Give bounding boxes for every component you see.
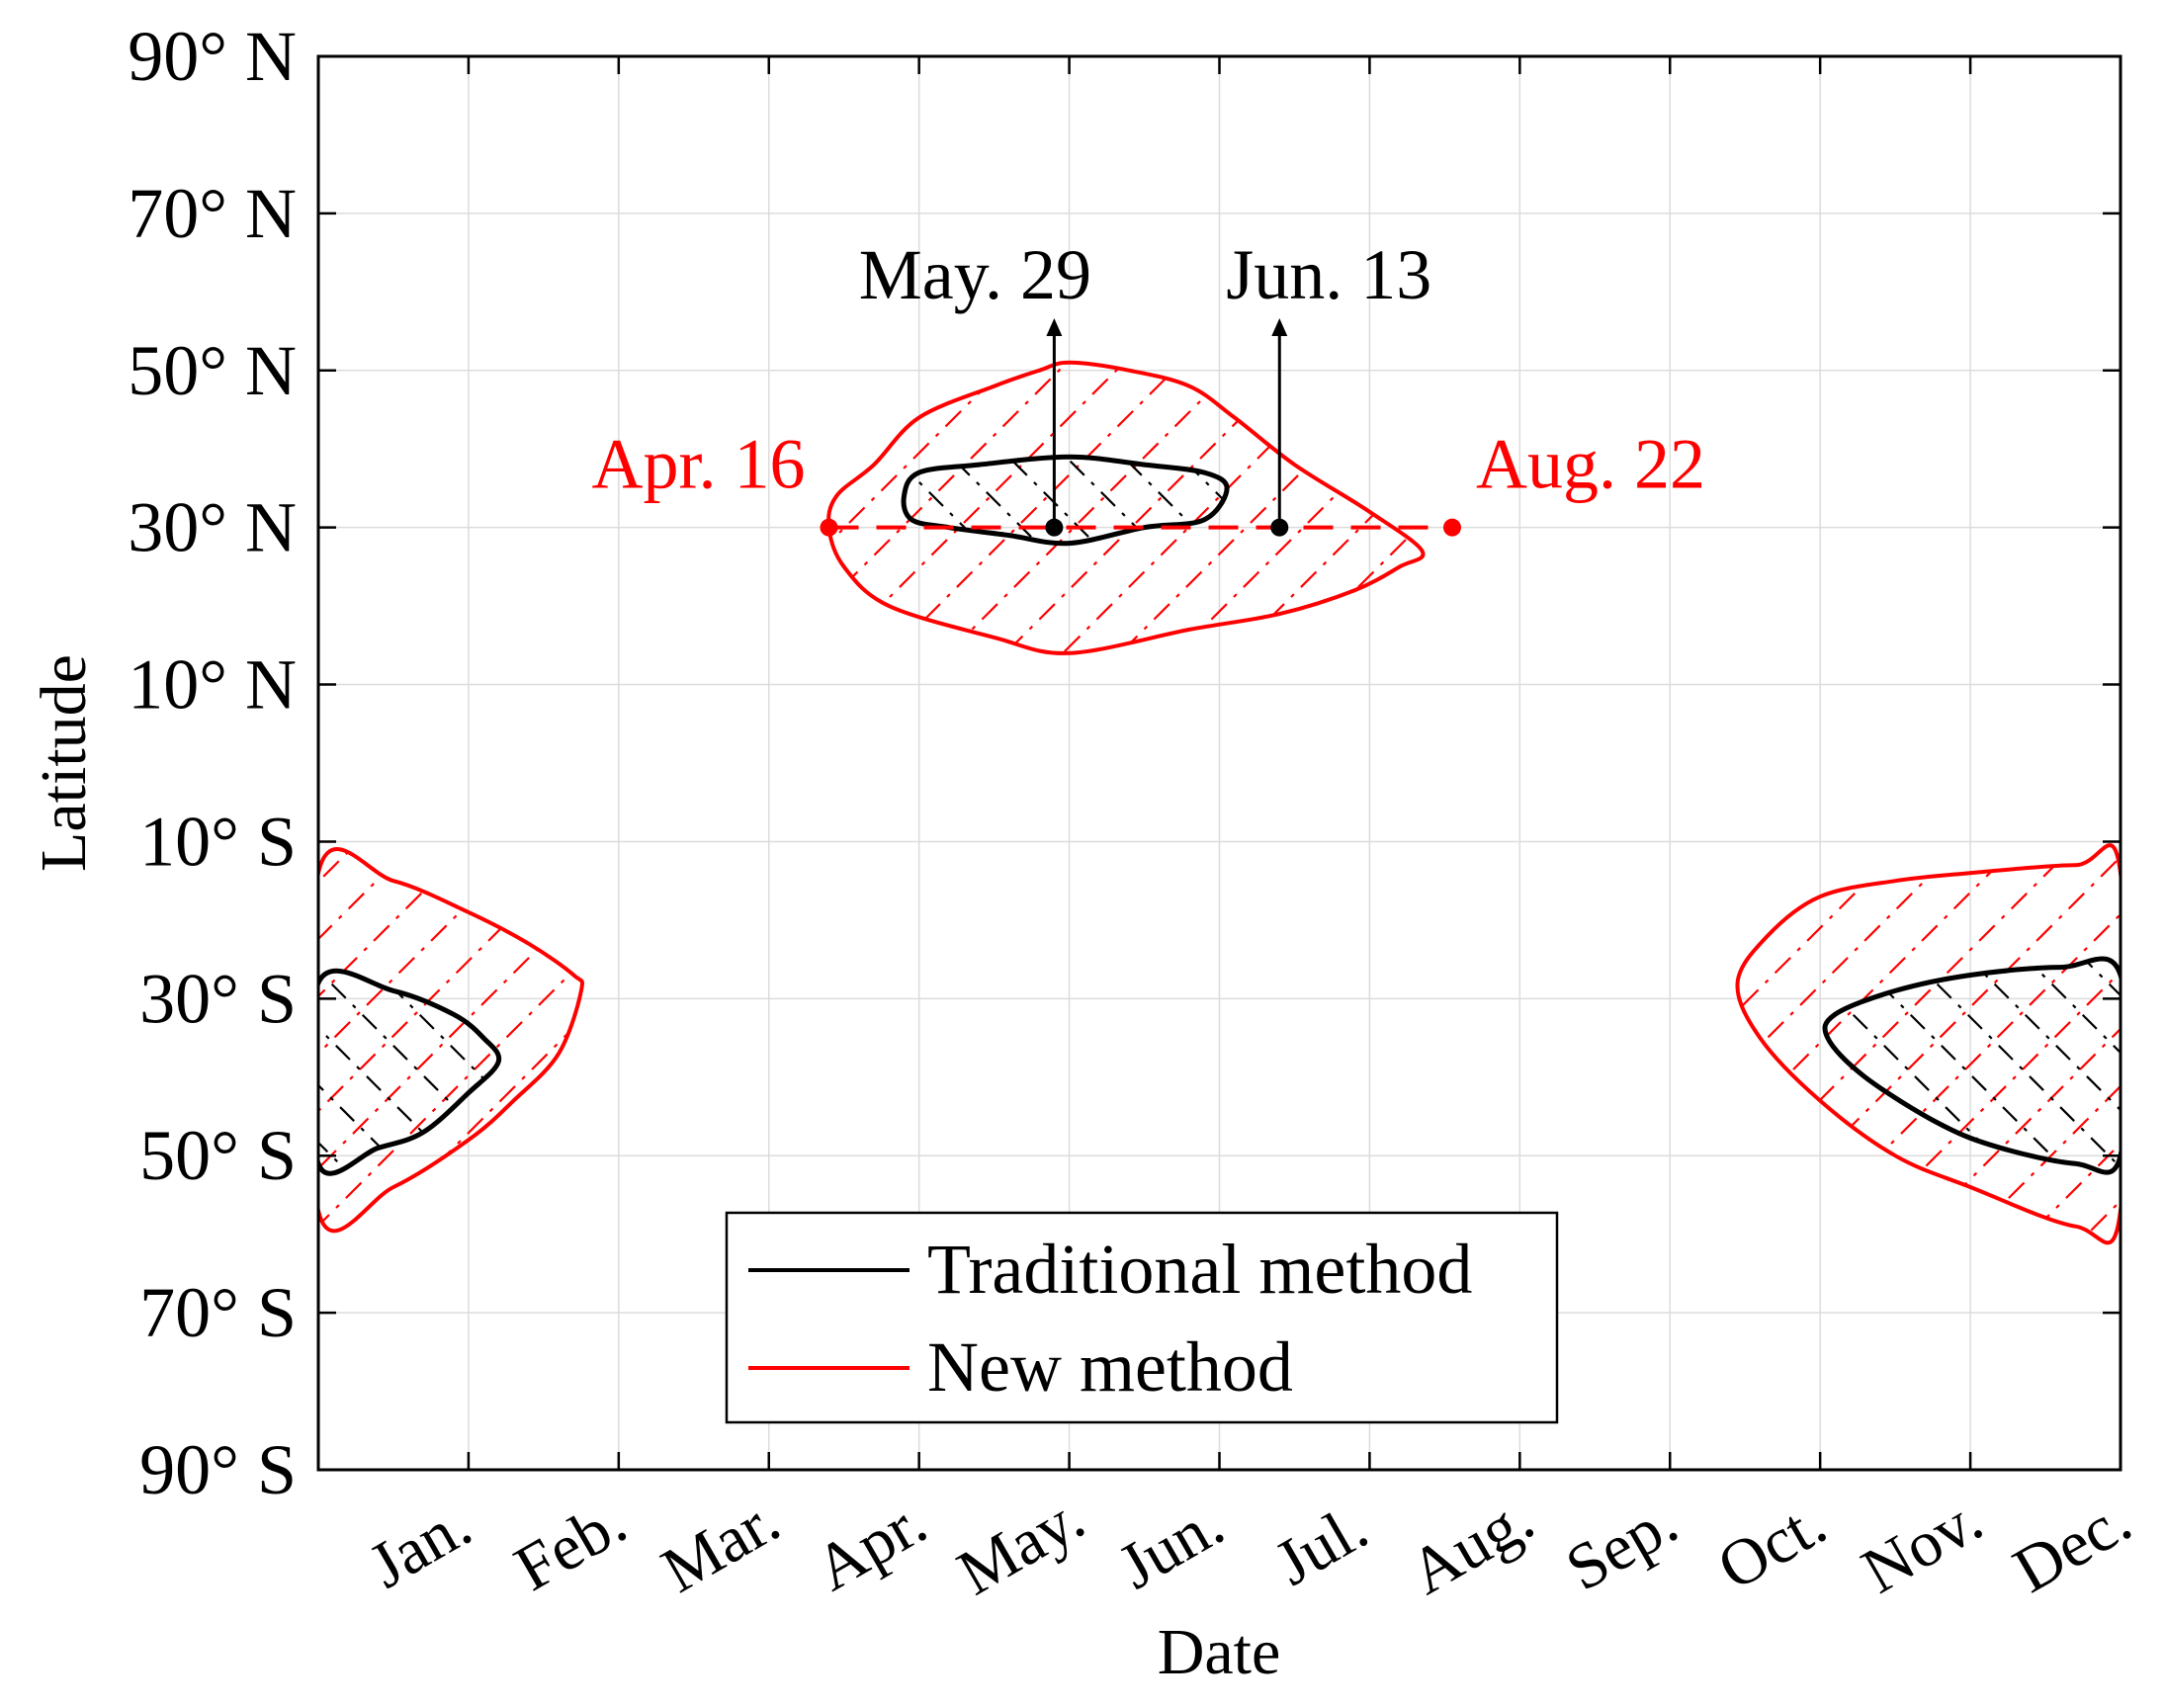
y-tick-label: 70° S: [139, 1273, 297, 1352]
legend-label-traditional: Traditional method: [927, 1230, 1472, 1309]
legend: Traditional method New method: [725, 1211, 1559, 1424]
new-method-boundary: [826, 360, 1426, 655]
legend-box: [725, 1211, 1559, 1424]
new-method-boundary: [1735, 843, 2121, 1245]
y-tick-label: 90° S: [139, 1430, 297, 1509]
annotation-label: Apr. 16: [592, 425, 806, 504]
annotation-label: Aug. 22: [1476, 425, 1705, 504]
y-tick-label: 90° N: [128, 17, 297, 96]
annotation-label: May. 29: [859, 235, 1091, 314]
annotation-arrow-head: [1046, 318, 1063, 336]
annotation-arrow-head: [1271, 318, 1288, 336]
traditional-method-boundary: [901, 454, 1230, 547]
annotations: Apr. 16 Aug. 22 May. 29 Jun. 13: [592, 235, 1705, 537]
annotation-dot: [820, 518, 838, 537]
new-method-boundary: [318, 847, 585, 1234]
annotation-label: Jun. 13: [1226, 235, 1431, 314]
traditional-method-boundary: [1822, 956, 2121, 1175]
y-tick-labels: 90° N 70° N 50° N 30° N 10° N 10° S 30° S 50° S…: [128, 17, 297, 1509]
y-tick-label: 50° N: [128, 331, 297, 410]
y-tick-label: 10° N: [128, 645, 297, 725]
y-axis-label: Latitude: [28, 654, 100, 872]
x-axis-label: Date: [1158, 1616, 1281, 1688]
y-tick-label: 50° S: [139, 1116, 297, 1195]
annotation-dot: [1442, 518, 1461, 537]
y-tick-label: 30° N: [128, 488, 297, 567]
y-tick-label: 70° N: [128, 174, 297, 253]
legend-label-new: New method: [927, 1327, 1293, 1407]
y-tick-label: 30° S: [139, 959, 297, 1038]
y-tick-label: 10° S: [139, 802, 297, 881]
axis-ticks: [318, 54, 2121, 1472]
